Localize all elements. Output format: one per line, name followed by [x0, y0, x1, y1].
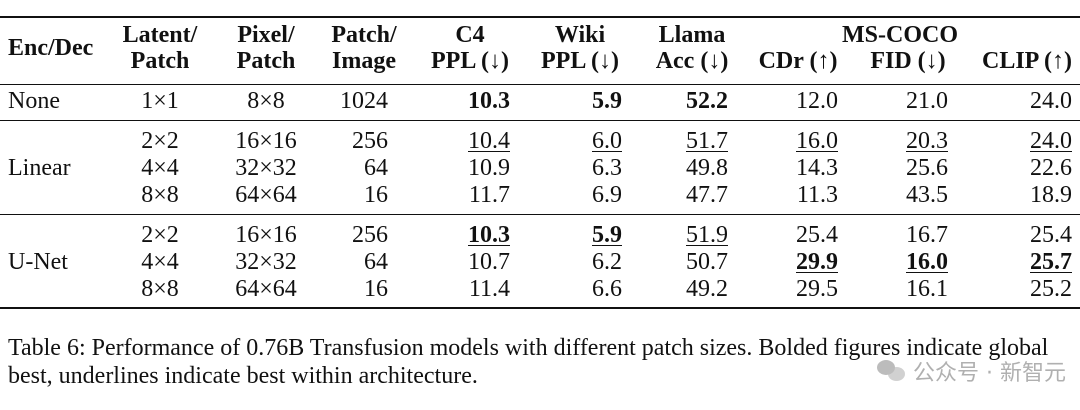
watermark: 公众号 · 新智元	[877, 355, 1066, 387]
table-top-rule	[0, 16, 1080, 18]
table-cell-c4: 10.7	[468, 249, 510, 275]
table-cell-clip: 25.4	[1030, 222, 1072, 248]
table-cell-patch-image: 16	[364, 276, 388, 302]
table-cell-llama: 50.7	[686, 249, 728, 275]
table-cell-latent: 2×2	[141, 222, 179, 248]
table-cell-cdr: 12.0	[796, 88, 838, 114]
table-cell-c4: 10.3	[468, 88, 510, 114]
table-cell-fid: 20.3	[906, 128, 948, 154]
header-cdr: CDr (↑)	[758, 48, 838, 74]
header-latent-line1: Latent/	[122, 22, 198, 48]
header-pixel-patch: Pixel/ Patch	[216, 22, 316, 74]
table-cell-wiki: 6.2	[592, 249, 622, 275]
header-pixel-line2: Patch	[236, 48, 296, 74]
header-patchimg-line2: Image	[332, 48, 396, 74]
table-cell-wiki: 6.3	[592, 155, 622, 181]
group-label-none: None	[8, 88, 60, 114]
table-cell-patch-image: 1024	[340, 88, 388, 114]
header-c4-line1: C4	[455, 22, 485, 48]
table-cell-patch-image: 64	[364, 249, 388, 275]
table-cell-latent: 8×8	[141, 276, 179, 302]
table-cell-patch-image: 64	[364, 155, 388, 181]
group-label-unet: U-Net	[8, 249, 68, 275]
table-cell-wiki: 6.6	[592, 276, 622, 302]
table-cell-fid: 43.5	[906, 182, 948, 208]
table-cell-cdr: 11.3	[796, 182, 838, 208]
table-cell-patch-image: 256	[352, 128, 388, 154]
table-cell-wiki: 5.9	[592, 88, 622, 114]
header-patchimg-line1: Patch/	[331, 22, 397, 48]
table-cell-c4: 10.3	[468, 222, 510, 248]
header-c4-ppl: C4 PPL (↓)	[420, 22, 520, 74]
header-enc-dec: Enc/Dec	[8, 35, 94, 61]
table-cell-latent: 8×8	[141, 182, 179, 208]
header-fid: FID (↓)	[870, 48, 946, 74]
watermark-text: 公众号 · 新智元	[913, 361, 1066, 386]
table-cell-c4: 11.4	[468, 276, 510, 302]
table-cell-pixel: 64×64	[235, 276, 297, 302]
table-cell-llama: 47.7	[686, 182, 728, 208]
table-cell-pixel: 16×16	[235, 128, 297, 154]
group-label-linear: Linear	[8, 155, 71, 181]
header-latent-patch: Latent/ Patch	[110, 22, 210, 74]
group-rule-none	[0, 120, 1080, 121]
header-wiki-line1: Wiki	[554, 22, 606, 48]
header-wiki-line2: PPL (↓)	[541, 48, 619, 74]
table-cell-llama: 49.2	[686, 276, 728, 302]
header-llama-line2: Acc (↓)	[655, 48, 729, 74]
wechat-icon	[877, 358, 907, 384]
header-ms-coco: MS-COCO	[842, 22, 958, 48]
table-cell-fid: 25.6	[906, 155, 948, 181]
table-cell-wiki: 6.0	[592, 128, 622, 154]
table-cell-clip: 24.0	[1030, 128, 1072, 154]
table-bottom-rule	[0, 307, 1080, 309]
table-cell-cdr: 29.9	[796, 249, 838, 275]
header-clip: CLIP (↑)	[982, 48, 1072, 74]
table-cell-clip: 22.6	[1030, 155, 1072, 181]
table-cell-clip: 25.2	[1030, 276, 1072, 302]
table-cell-clip: 24.0	[1030, 88, 1072, 114]
table-cell-fid: 16.0	[906, 249, 948, 275]
table-cell-latent: 4×4	[141, 249, 179, 275]
table-cell-patch-image: 16	[364, 182, 388, 208]
table-cell-fid: 21.0	[906, 88, 948, 114]
header-rule	[0, 84, 1080, 85]
header-c4-line2: PPL (↓)	[431, 48, 509, 74]
table-caption: Table 6: Performance of 0.76B Transfusio…	[8, 335, 1049, 389]
table-cell-latent: 4×4	[141, 155, 179, 181]
table-cell-pixel: 8×8	[247, 88, 285, 114]
table-cell-latent: 2×2	[141, 128, 179, 154]
table-cell-c4: 10.9	[468, 155, 510, 181]
header-llama-acc: Llama Acc (↓)	[640, 22, 744, 74]
header-wiki-ppl: Wiki PPL (↓)	[528, 22, 632, 74]
table-cell-llama: 51.9	[686, 222, 728, 248]
table-cell-patch-image: 256	[352, 222, 388, 248]
header-latent-line2: Patch	[130, 48, 190, 74]
header-llama-line1: Llama	[658, 22, 726, 48]
table-cell-pixel: 32×32	[235, 155, 297, 181]
header-pixel-line1: Pixel/	[237, 22, 295, 48]
table-cell-wiki: 5.9	[592, 222, 622, 248]
table-cell-c4: 11.7	[468, 182, 510, 208]
table-cell-clip: 25.7	[1030, 249, 1072, 275]
table-cell-latent: 1×1	[141, 88, 179, 114]
header-patch-image: Patch/ Image	[316, 22, 412, 74]
table-cell-pixel: 32×32	[235, 249, 297, 275]
table-cell-cdr: 14.3	[796, 155, 838, 181]
table-cell-llama: 49.8	[686, 155, 728, 181]
table-cell-cdr: 16.0	[796, 128, 838, 154]
table-cell-pixel: 16×16	[235, 222, 297, 248]
table-cell-llama: 52.2	[686, 88, 728, 114]
table-cell-fid: 16.7	[906, 222, 948, 248]
table-cell-fid: 16.1	[906, 276, 948, 302]
table-cell-wiki: 6.9	[592, 182, 622, 208]
table-cell-cdr: 25.4	[796, 222, 838, 248]
table-cell-pixel: 64×64	[235, 182, 297, 208]
table-cell-c4: 10.4	[468, 128, 510, 154]
table-cell-clip: 18.9	[1030, 182, 1072, 208]
table-cell-cdr: 29.5	[796, 276, 838, 302]
group-rule-linear	[0, 214, 1080, 215]
table-cell-llama: 51.7	[686, 128, 728, 154]
